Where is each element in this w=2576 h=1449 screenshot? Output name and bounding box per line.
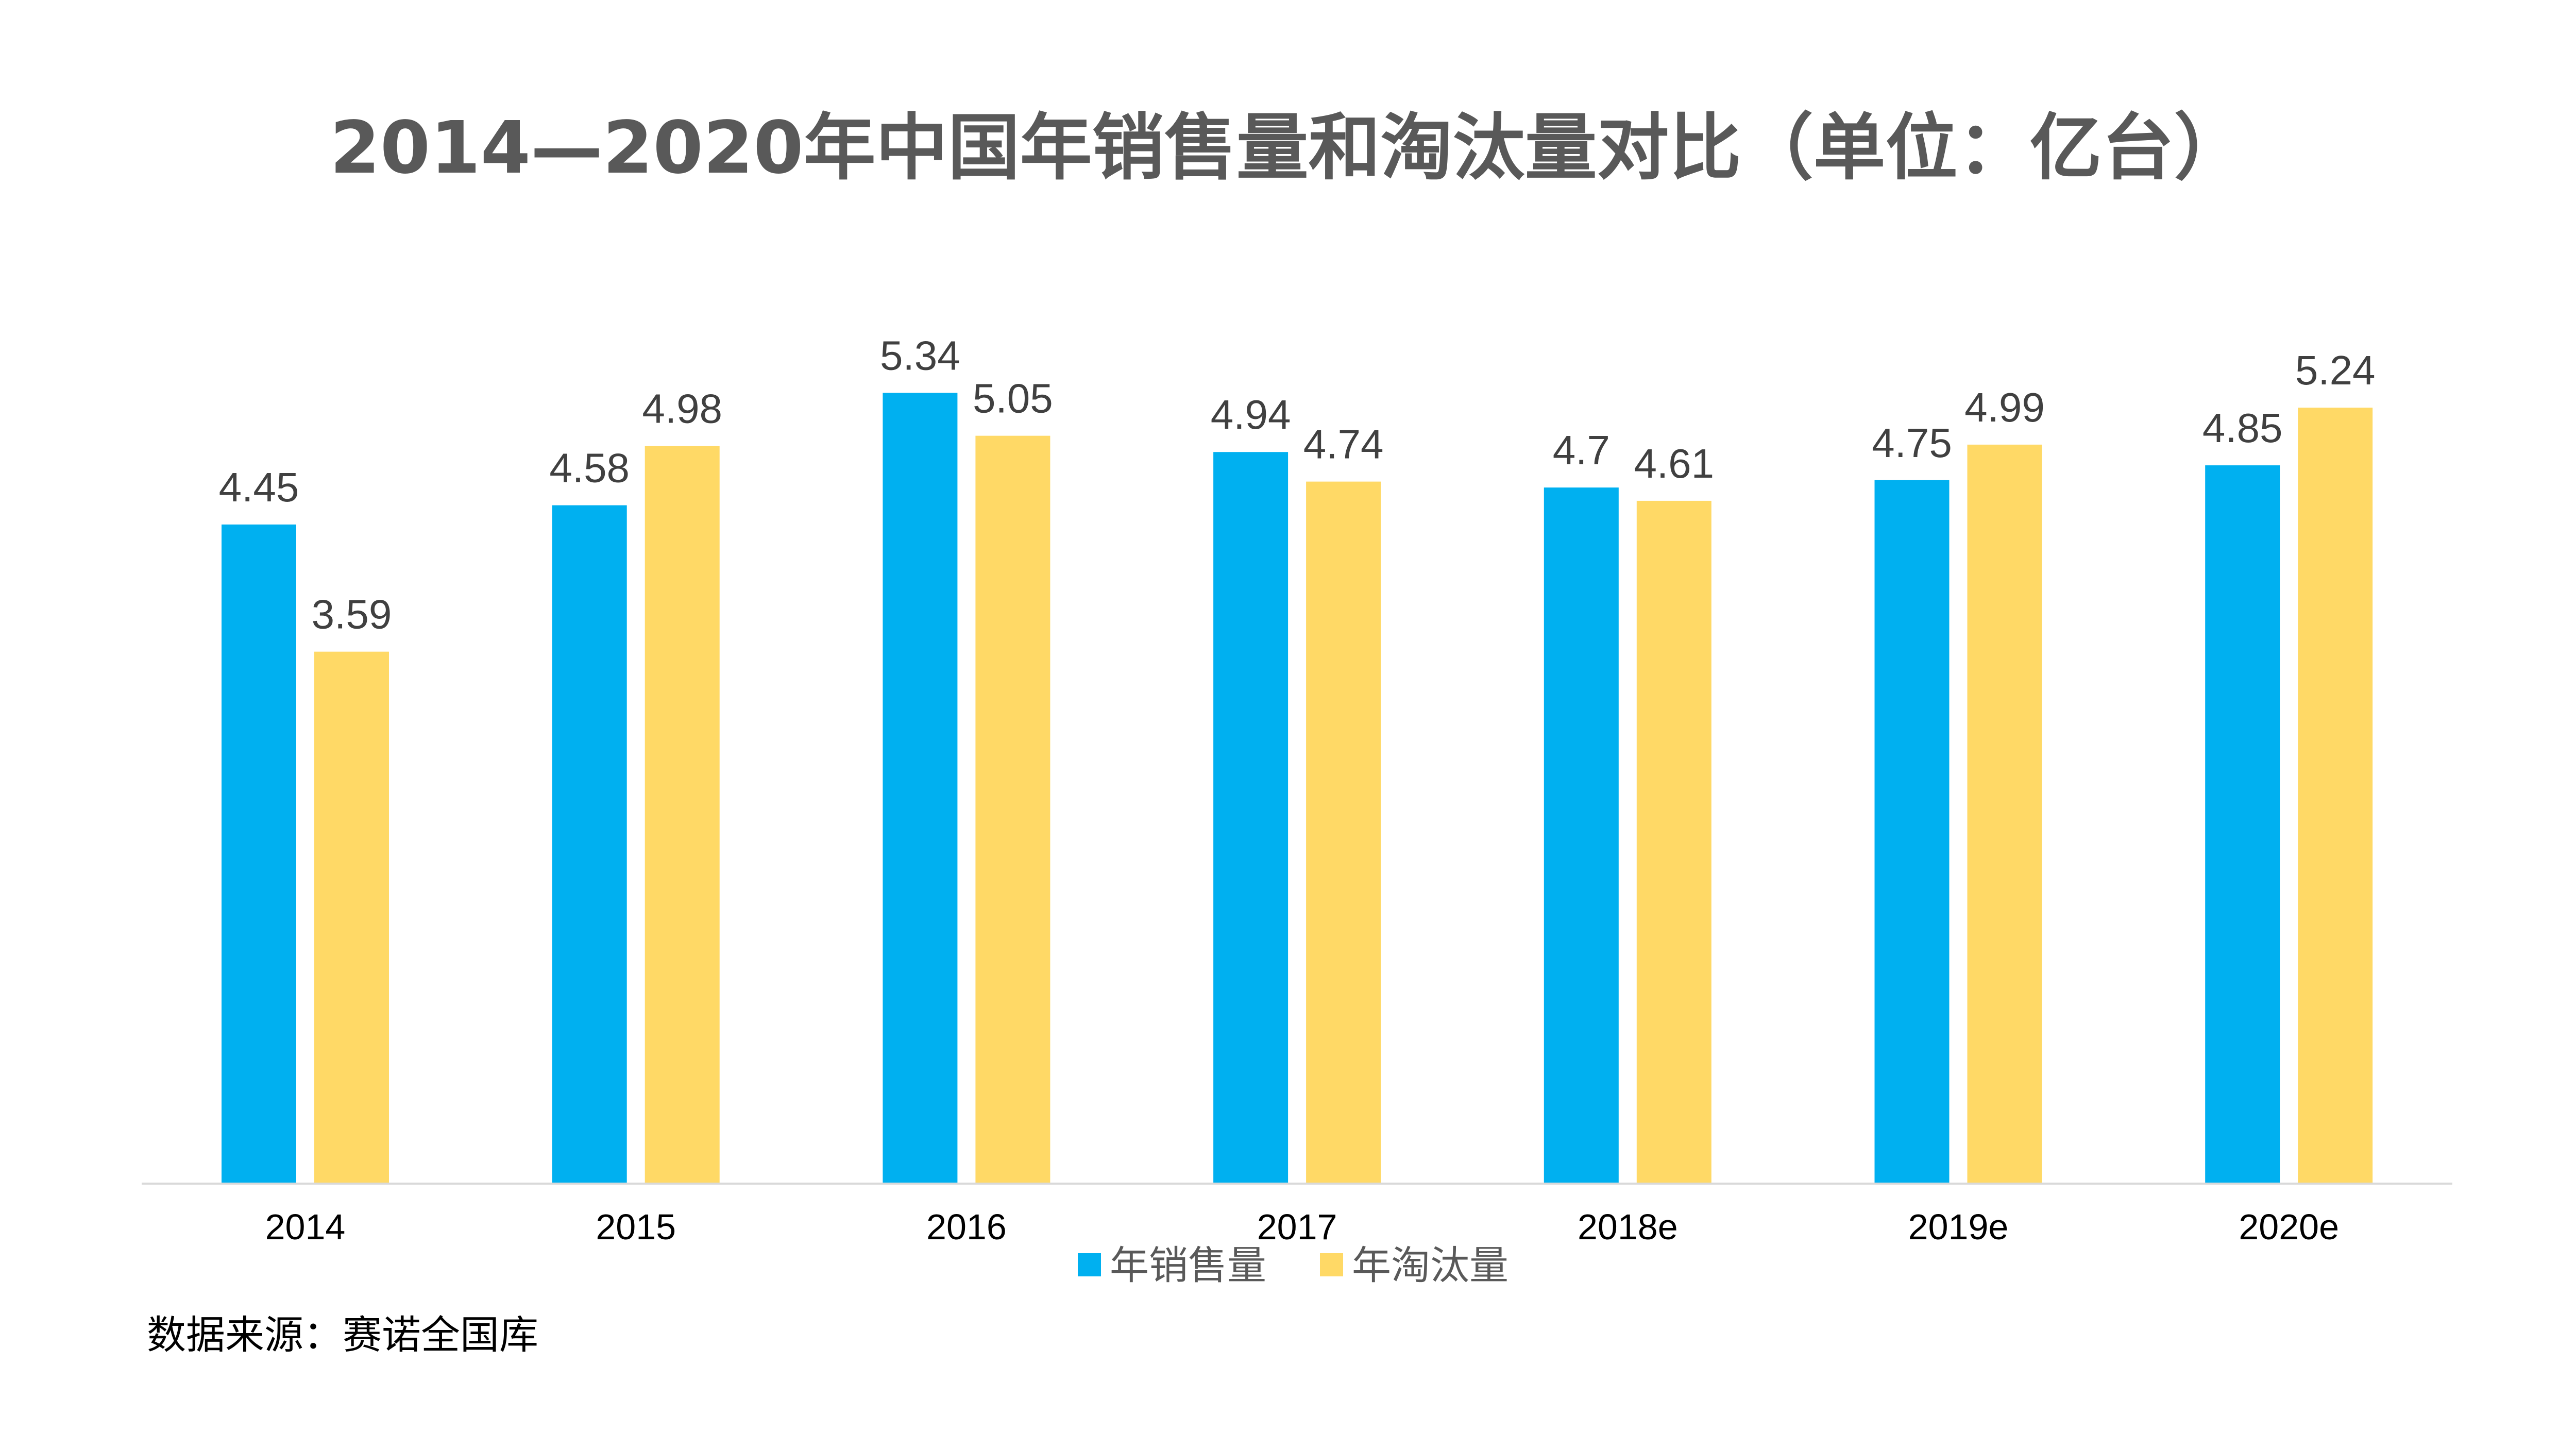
bar-sales-2017 <box>1213 452 1289 1183</box>
value-label-retired-2015: 4.98 <box>642 386 722 432</box>
bar-retired-2017 <box>1306 481 1381 1183</box>
bar-sales-2016 <box>883 393 958 1183</box>
value-label-sales-2015: 4.58 <box>549 445 630 491</box>
bar-sales-2020e <box>2205 465 2280 1183</box>
value-label-retired-2019e: 4.99 <box>1964 384 2045 430</box>
bar-retired-2014 <box>314 651 389 1183</box>
x-tick-label-2017: 2017 <box>1257 1207 1337 1247</box>
value-label-sales-2018e: 4.7 <box>1553 427 1610 473</box>
value-label-retired-2020e: 5.24 <box>2295 347 2376 393</box>
value-label-retired-2014: 3.59 <box>312 592 392 637</box>
bar-retired-2020e <box>2298 408 2373 1183</box>
legend-label-retired: 年淘汰量 <box>1352 1242 1509 1288</box>
value-label-sales-2019e: 4.75 <box>1872 420 1952 466</box>
bar-sales-2014 <box>222 524 296 1183</box>
bar-retired-2019e <box>1967 444 2042 1183</box>
x-tick-label-2020e: 2020e <box>2239 1207 2339 1247</box>
bar-sales-2019e <box>1874 480 1950 1183</box>
value-label-retired-2018e: 4.61 <box>1634 441 1714 486</box>
legend-swatch-retired <box>1320 1253 1343 1276</box>
value-label-sales-2014: 4.45 <box>219 464 299 510</box>
legend-swatch-sales <box>1078 1253 1101 1276</box>
value-label-retired-2016: 5.05 <box>973 376 1053 422</box>
legend-label-sales: 年销售量 <box>1110 1242 1266 1288</box>
source-note: 数据来源：赛诺全国库 <box>147 1312 538 1358</box>
x-tick-label-2015: 2015 <box>596 1207 676 1247</box>
value-label-sales-2020e: 4.85 <box>2202 405 2283 451</box>
bars-layer <box>222 393 2373 1183</box>
value-label-retired-2017: 4.74 <box>1303 422 1384 467</box>
x-tick-label-2019e: 2019e <box>1908 1207 2009 1247</box>
x-tick-labels: 2014 2015 2016 2017 2018e 2019e 2020e <box>265 1207 2339 1247</box>
value-label-sales-2016: 5.34 <box>880 332 960 378</box>
chart-title: 2014—2020年中国年销售量和淘汰量对比（单位：亿台） <box>330 106 2246 190</box>
x-tick-label-2014: 2014 <box>265 1207 346 1247</box>
bar-retired-2018e <box>1636 500 1711 1183</box>
bar-sales-2018e <box>1544 487 1619 1183</box>
x-tick-label-2016: 2016 <box>926 1207 1007 1247</box>
x-tick-label-2018e: 2018e <box>1578 1207 1678 1247</box>
legend: 年销售量 年淘汰量 <box>1078 1242 1509 1288</box>
bar-retired-2016 <box>975 435 1050 1183</box>
value-labels-layer: 4.45 3.59 4.58 4.98 5.34 5.05 4.94 4.74 4.7 4.61 4… <box>219 332 2376 637</box>
bar-sales-2015 <box>552 505 627 1183</box>
bar-retired-2015 <box>645 446 720 1183</box>
value-label-sales-2017: 4.94 <box>1211 392 1291 437</box>
